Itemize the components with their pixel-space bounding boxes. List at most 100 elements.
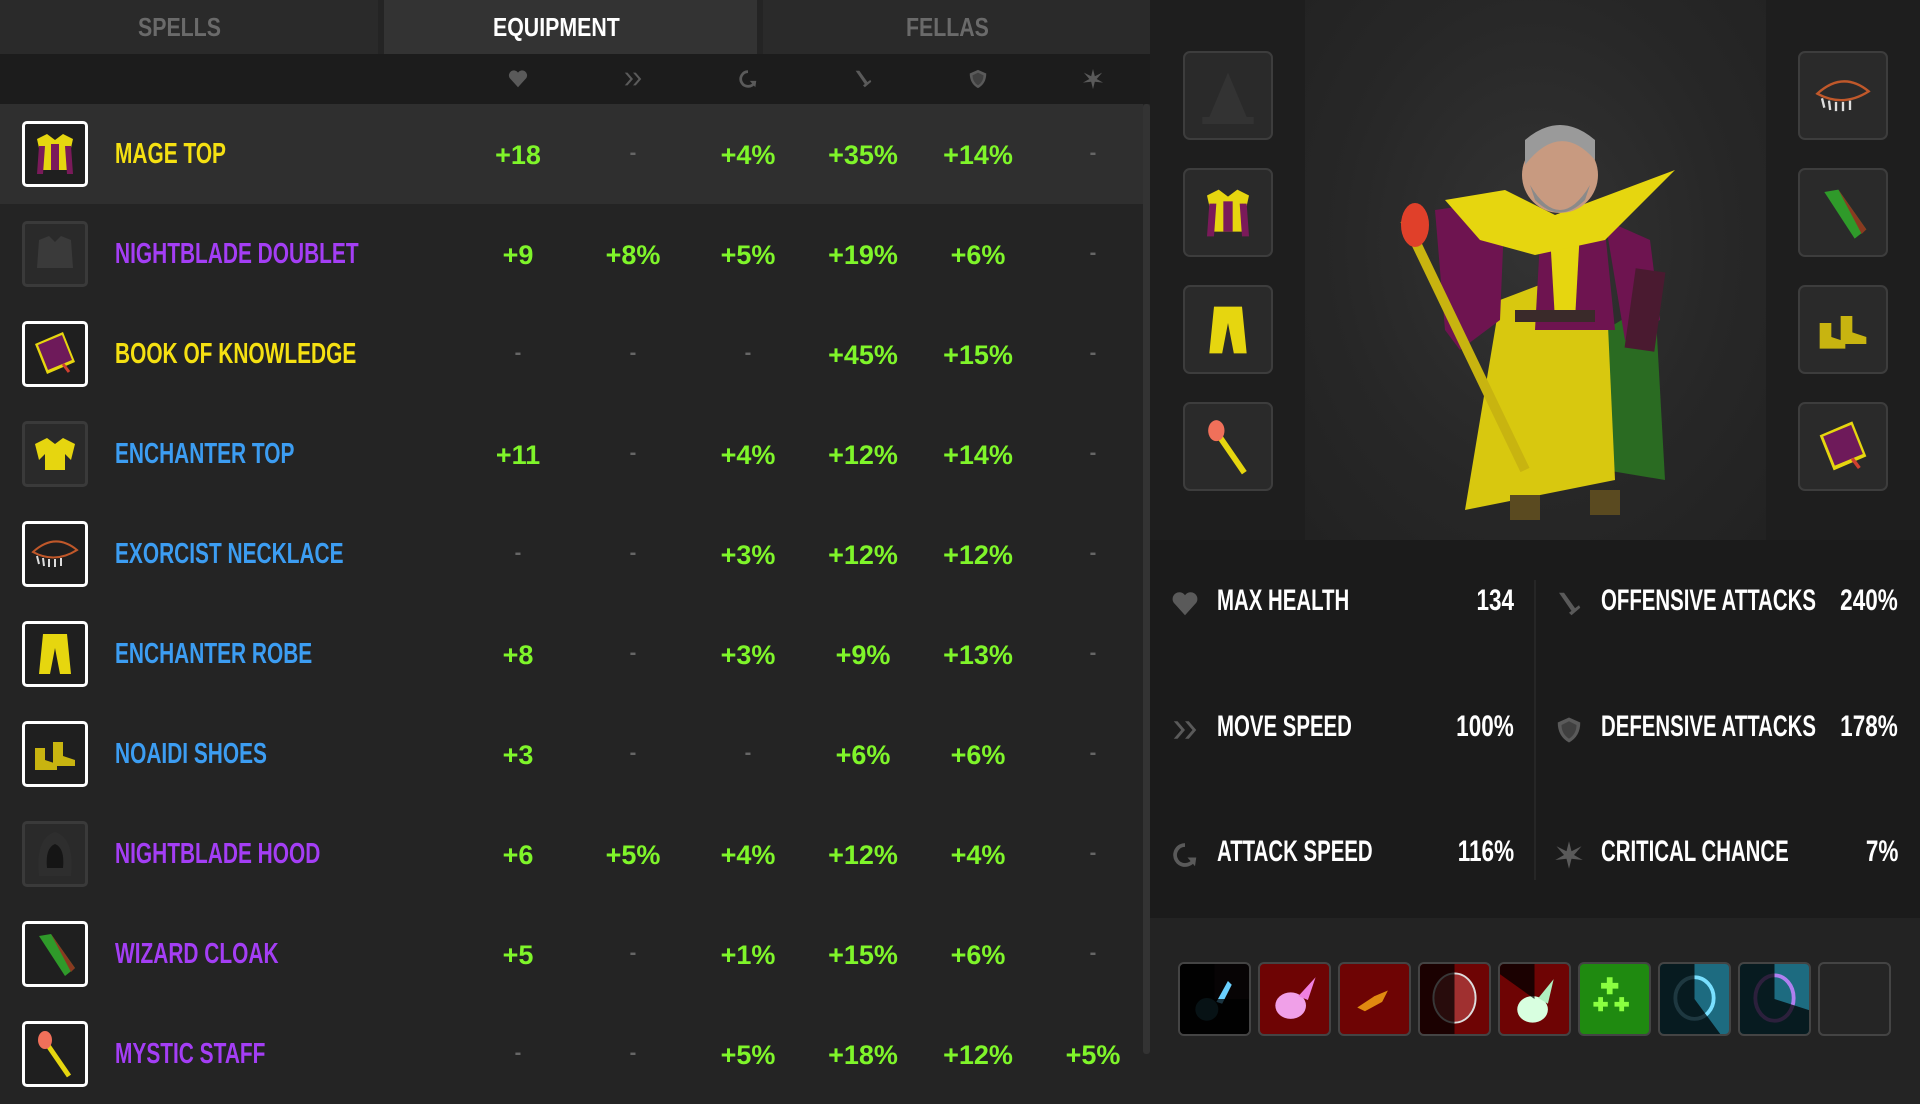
empty-icon	[1820, 964, 1889, 1034]
spell-slot-pink-fireball[interactable]	[1258, 962, 1331, 1036]
cooldown-overlay	[1660, 964, 1721, 1034]
item-stat: +12%	[828, 840, 898, 870]
item-stat: -	[1089, 942, 1097, 964]
item-row[interactable]: NIGHTBLADE HOOD +6 +5% +4% +12% +4% -	[0, 804, 1143, 904]
stat-value: 240%	[1840, 584, 1898, 617]
item-icon-cloak	[22, 921, 88, 987]
tab-equipment[interactable]: EQUIPMENT	[384, 0, 757, 54]
tab-label: FELLAS	[905, 11, 989, 42]
arcane-ring-icon	[1740, 964, 1809, 1034]
item-stat: +6	[502, 840, 534, 870]
item-stat: +14%	[943, 140, 1013, 170]
item-row[interactable]: NOAIDI SHOES +3 - - +6% +6% -	[0, 704, 1143, 804]
spell-slot-water-ring[interactable]	[1658, 962, 1731, 1036]
item-stat: +35%	[828, 140, 898, 170]
item-stat: +13%	[943, 640, 1013, 670]
item-stat: -	[744, 342, 752, 364]
tab-label: SPELLS	[138, 11, 222, 42]
item-stat: +15%	[943, 340, 1013, 370]
item-stat: +12%	[828, 440, 898, 470]
item-stat: -	[1089, 842, 1097, 864]
item-stat: -	[514, 342, 522, 364]
slot-mage-top[interactable]	[1183, 168, 1273, 257]
item-stat: +18	[495, 140, 541, 170]
item-name: NOAIDI SHOES	[115, 738, 267, 770]
slot-cloak[interactable]	[1798, 168, 1888, 257]
item-stat: +8%	[605, 240, 661, 270]
heart-icon	[1170, 589, 1200, 619]
item-stat: +6%	[950, 240, 1006, 270]
character-preview[interactable]	[1305, 0, 1766, 540]
item-row[interactable]: ENCHANTER ROBE +8 - +3% +9% +13% -	[0, 604, 1143, 704]
spell-slot-healing-crosses[interactable]	[1578, 962, 1651, 1036]
scrollbar[interactable]	[1143, 104, 1150, 1054]
item-stat: +3	[502, 740, 534, 770]
item-stat: +12%	[943, 1040, 1013, 1070]
stat-label: CRITICAL CHANCE	[1601, 835, 1789, 868]
water-ring-icon	[1660, 964, 1721, 1034]
item-icon-robe	[22, 621, 88, 687]
item-stat: -	[629, 442, 637, 464]
stat-label: ATTACK SPEED	[1217, 835, 1373, 868]
item-name: ENCHANTER ROBE	[115, 638, 313, 670]
shoes-icon	[1819, 315, 1867, 349]
item-stat: +12%	[828, 540, 898, 570]
spell-slot-ice-claw[interactable]	[1178, 962, 1251, 1036]
item-row[interactable]: MYSTIC STAFF - - +5% +18% +12% +5%	[0, 1004, 1143, 1104]
item-stat: +4%	[720, 840, 776, 870]
ice-claw-icon	[1180, 964, 1249, 1034]
chevrons-icon	[1170, 715, 1200, 745]
item-row[interactable]: NIGHTBLADE DOUBLET +9 +8% +5% +19% +6% -	[0, 204, 1143, 304]
tab-spells[interactable]: SPELLS	[0, 0, 378, 54]
item-stat: -	[1089, 442, 1097, 464]
item-stat: +3%	[720, 540, 776, 570]
item-name: NIGHTBLADE HOOD	[115, 838, 321, 870]
character-panel: MAX HEALTH 134 OFFENSIVE ATTACKS 240% MO…	[1150, 0, 1920, 1080]
spell-slot-ember-swarm[interactable]	[1338, 962, 1411, 1036]
chevrons-icon	[622, 68, 644, 90]
item-stat: +5%	[720, 240, 776, 270]
item-stat: +9%	[835, 640, 891, 670]
spell-slot-empty[interactable]	[1818, 962, 1891, 1036]
item-icon-shoes	[22, 721, 88, 787]
item-stat: -	[629, 642, 637, 664]
hat-empty-icon	[1202, 72, 1254, 124]
slot-book[interactable]	[1798, 402, 1888, 491]
stats-divider	[1534, 580, 1536, 880]
item-stat: +4%	[720, 440, 776, 470]
item-name: ENCHANTER TOP	[115, 438, 295, 470]
slot-necklace[interactable]	[1798, 51, 1888, 140]
spell-slot-spirit-flame[interactable]	[1498, 962, 1571, 1036]
slot-hat-empty[interactable]	[1183, 51, 1273, 140]
item-stat: +15%	[828, 940, 898, 970]
item-stat: +1%	[720, 940, 776, 970]
pink-fireball-icon	[1275, 977, 1316, 1019]
item-stat: +45%	[828, 340, 898, 370]
item-row[interactable]: EXORCIST NECKLACE - - +3% +12% +12% -	[0, 504, 1143, 604]
item-stat: +4%	[720, 140, 776, 170]
spell-slot-blood-orb[interactable]	[1418, 962, 1491, 1036]
item-name: MAGE TOP	[115, 138, 226, 170]
item-stat: +8	[502, 640, 534, 670]
item-stat: -	[629, 542, 637, 564]
item-stat: +6%	[950, 940, 1006, 970]
item-name: MYSTIC STAFF	[115, 1038, 266, 1070]
sword-icon	[1554, 589, 1584, 619]
item-stat: -	[629, 742, 637, 764]
slot-robe[interactable]	[1183, 285, 1273, 374]
item-name: EXORCIST NECKLACE	[115, 538, 344, 570]
slot-staff[interactable]	[1183, 402, 1273, 491]
spell-slot-arcane-ring[interactable]	[1738, 962, 1811, 1036]
item-row[interactable]: ENCHANTER TOP +11 - +4% +12% +14% -	[0, 404, 1143, 504]
item-row[interactable]: WIZARD CLOAK +5 - +1% +15% +6% -	[0, 904, 1143, 1004]
stat-column-header	[0, 54, 1150, 104]
slot-shoes[interactable]	[1798, 285, 1888, 374]
item-stat: +5%	[1065, 1040, 1121, 1070]
item-row[interactable]: MAGE TOP +18 - +4% +35% +14% -	[0, 104, 1143, 204]
item-row[interactable]: BOOK OF KNOWLEDGE - - - +45% +15% -	[0, 304, 1143, 404]
tab-fellas[interactable]: FELLAS	[763, 0, 1150, 54]
item-icon-necklace	[22, 521, 88, 587]
item-icon-staff	[22, 1021, 88, 1087]
item-icon-enchanter-top	[22, 421, 88, 487]
necklace-icon	[1815, 79, 1871, 111]
